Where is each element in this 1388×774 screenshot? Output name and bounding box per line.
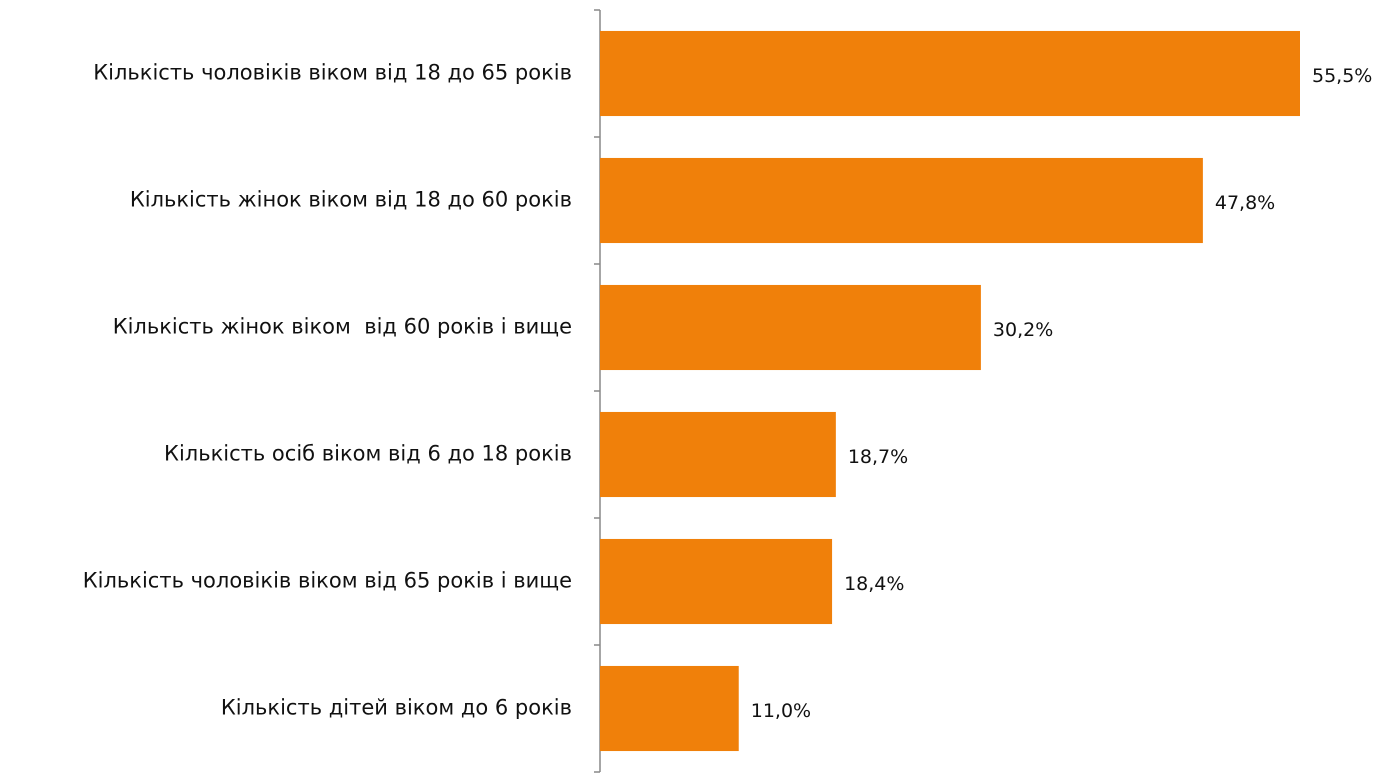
category-label: Кількість чоловіків віком від 65 років і… [83, 569, 572, 593]
bar [600, 411, 836, 498]
bar [600, 157, 1203, 244]
category-label: Кількість дітей віком до 6 років [221, 696, 572, 720]
category-label: Кількість жінок віком від 60 років і вищ… [113, 315, 572, 339]
category-label: Кількість чоловіків віком від 18 до 65 р… [93, 61, 572, 85]
bar [600, 538, 833, 625]
value-label: 18,4% [844, 573, 904, 595]
bar [600, 30, 1300, 117]
value-label: 30,2% [993, 319, 1053, 341]
value-label: 18,7% [848, 446, 908, 468]
bar [600, 665, 739, 752]
value-label: 11,0% [751, 700, 811, 722]
category-label: Кількість жінок віком від 18 до 60 років [130, 188, 572, 212]
bar [600, 284, 981, 371]
value-label: 47,8% [1215, 192, 1275, 214]
value-label: 55,5% [1312, 65, 1372, 87]
category-label: Кількість осіб віком від 6 до 18 років [164, 442, 572, 466]
